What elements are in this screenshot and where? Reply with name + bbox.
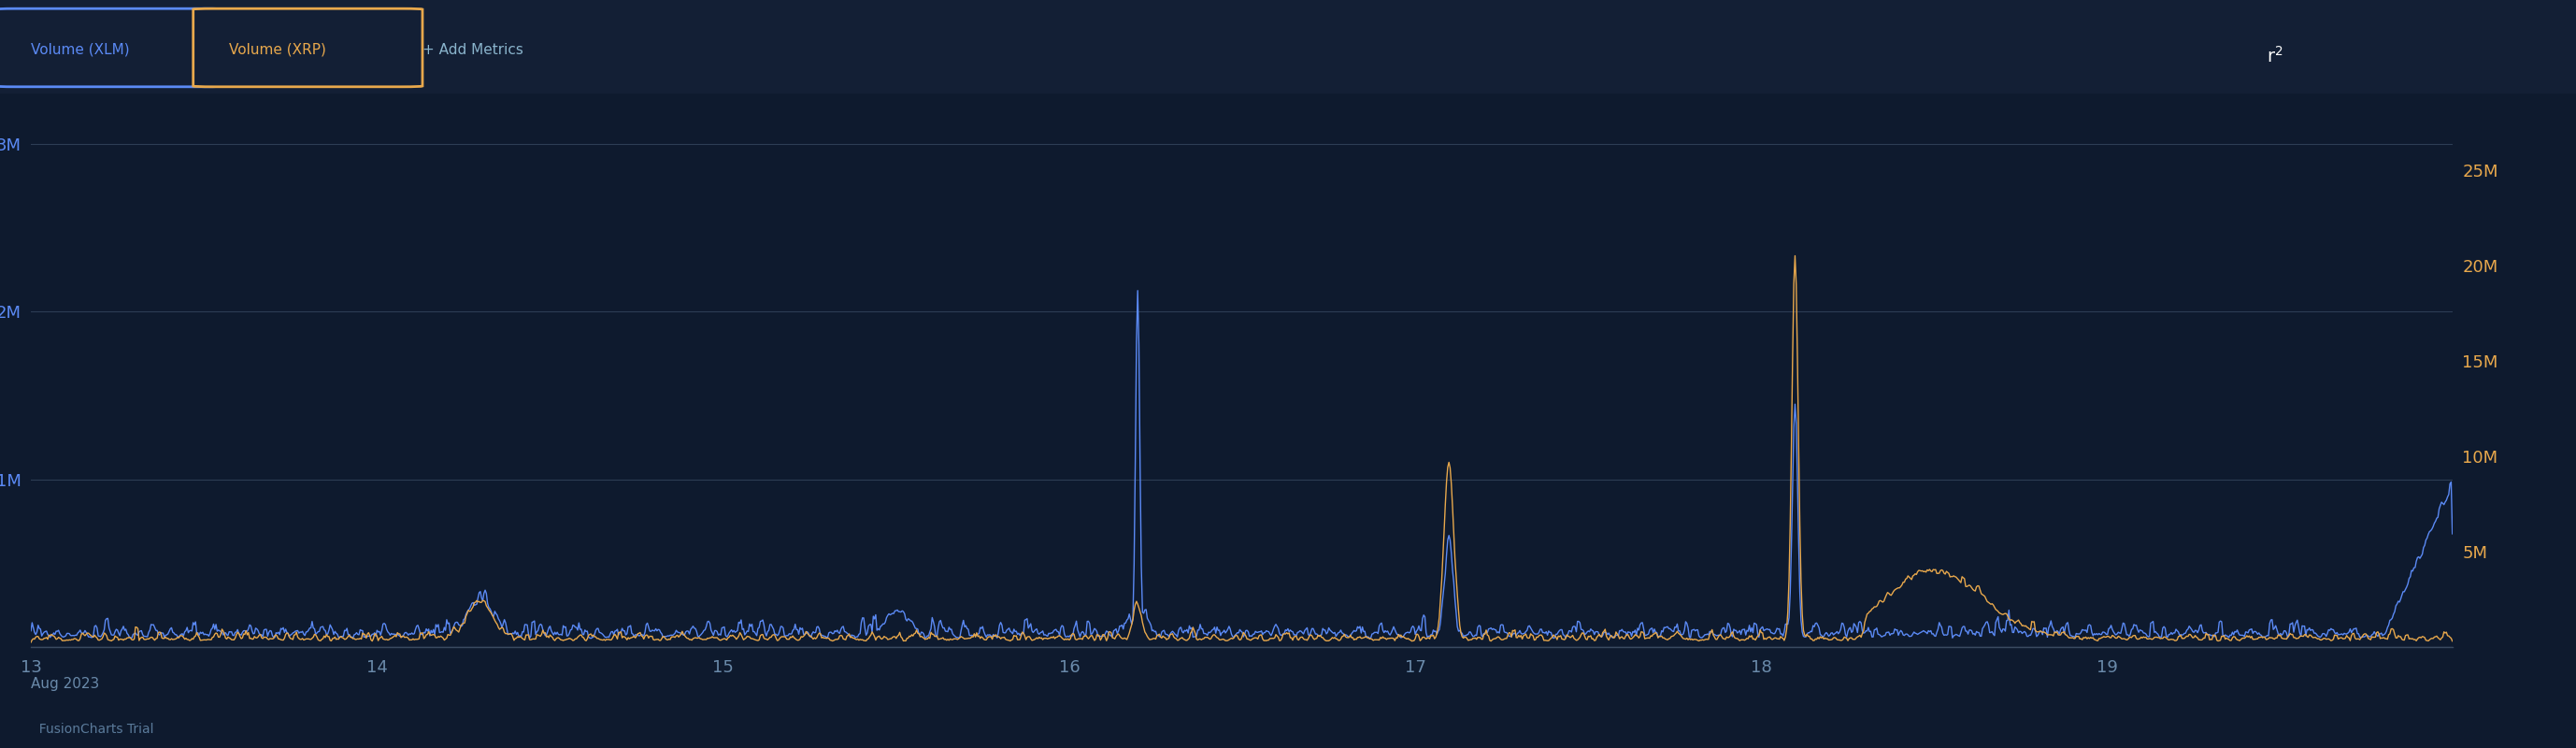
Text: FusionCharts Trial: FusionCharts Trial [31, 723, 155, 736]
FancyBboxPatch shape [193, 9, 422, 87]
FancyBboxPatch shape [0, 9, 224, 87]
Text: r$^2$: r$^2$ [2267, 46, 2282, 67]
Text: Aug 2023: Aug 2023 [31, 677, 100, 691]
Text: Volume (XLM): Volume (XLM) [31, 43, 129, 57]
Text: Volume (XRP): Volume (XRP) [229, 43, 327, 57]
Text: + Add Metrics: + Add Metrics [422, 43, 523, 57]
